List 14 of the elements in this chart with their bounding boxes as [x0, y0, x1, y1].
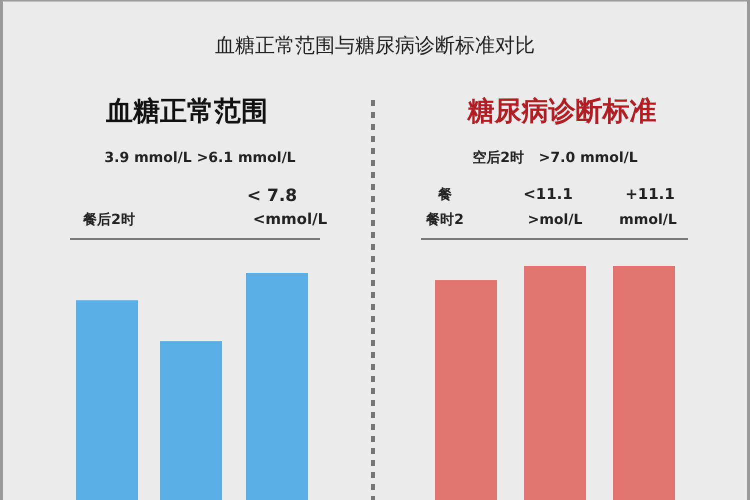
text: 空后2时 >7.0 mmol/L	[472, 149, 638, 166]
text: +11.1	[625, 185, 675, 203]
text: <11.1	[523, 185, 573, 203]
chart-subtitle: 糖尿病诊断标准	[466, 96, 656, 127]
text: 餐时2	[425, 212, 464, 228]
text: >mol/L	[528, 212, 582, 228]
text: <mmol/L	[252, 210, 328, 228]
text: 3.9 mmol/L >6.1 mmol/L	[104, 150, 296, 166]
text: mmol/L	[619, 212, 677, 228]
text: 血糖正常范围与糖尿病诊断标准对比	[215, 33, 535, 57]
text: 餐	[437, 187, 452, 203]
text: < 7.8	[246, 186, 298, 206]
text: 餐后2时	[82, 211, 135, 228]
chart-subtitle: 血糖正常范围	[105, 96, 268, 127]
